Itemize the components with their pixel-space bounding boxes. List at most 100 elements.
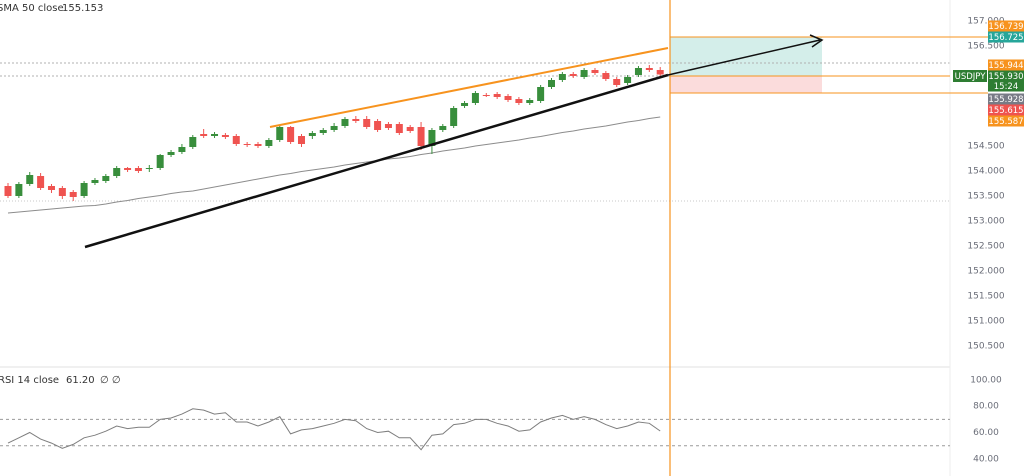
candle-body [37,176,45,188]
rsi-flags: ∅ ∅ [100,375,121,386]
price-tag-label: 155.944 [988,61,1023,71]
candle-body [211,134,219,136]
candle-body [569,74,577,76]
candle-body [91,180,99,183]
price-tag-label: 156.739 [988,22,1023,32]
y-tick-label: 40.00 [973,454,999,464]
candle-body [537,87,545,101]
price-tag [988,20,1024,32]
candle-body [482,95,490,96]
y-tick-label: 152.500 [967,242,1004,252]
candle-body [47,186,55,190]
rsi-name: RSI 14 close [0,375,59,386]
y-tick-label: 154.000 [967,167,1004,177]
candle-body [200,134,208,136]
symbol: USDJPY [955,72,987,82]
y-tick-label: 151.000 [967,317,1004,327]
y-tick-label: 157.000 [967,17,1004,27]
sma-line [7,116,661,214]
price-tag [988,93,1024,105]
y-tick-label: 154.500 [967,142,1004,152]
price-tag-label: 15:24 [994,82,1019,92]
candle-body [80,183,88,196]
candle-body [341,119,349,126]
candle-body [221,135,229,137]
candle-body [613,79,621,85]
resistance-line [269,47,669,128]
candle-body [58,188,66,196]
candle-body [461,103,469,106]
candle-body [471,93,479,103]
rsi-line [7,408,661,451]
price-tag [988,104,1024,116]
candle-body [4,186,12,196]
candle-body [308,133,316,136]
arrow-line [667,39,821,76]
candle-body [102,176,110,181]
candle-body [602,73,610,79]
candle-body [124,168,132,170]
candle-body [243,144,251,145]
y-tick-label: 153.500 [967,192,1004,202]
candle-body [363,119,371,127]
y-tick-label: 150.500 [967,342,1004,352]
candle-body [428,130,436,146]
candle-body [395,124,403,133]
trend-line [84,73,669,249]
candle-body [504,96,512,100]
y-tick-label: 60.00 [973,428,999,438]
candle-body [134,168,142,171]
candle-body [634,68,642,75]
y-tick-label: 152.000 [967,267,1004,277]
price-tag-label: 155.930 [988,72,1023,82]
candle-body [330,126,338,130]
candle-body [548,80,555,87]
arrow-head [809,34,824,48]
candle-body [624,77,632,83]
symbol-tag [953,70,987,82]
candle-body [276,127,284,140]
y-tick-label: 80.00 [973,402,999,412]
y-tick-label: 153.000 [967,217,1004,227]
candle-body [417,127,425,146]
y-tick-label: 156.500 [967,42,1004,52]
candle-body [319,130,327,133]
candle-body [558,74,566,80]
candle-body [189,137,197,147]
candle-body [656,70,664,75]
price-tag-label: 155.615 [988,106,1023,116]
candle-body [156,155,164,168]
stop-zone [670,76,822,93]
candle-body [515,99,523,103]
candle-body [374,121,382,130]
candle-body [645,68,653,70]
candle-body [406,127,414,131]
candle-body [15,184,23,196]
price-tag [988,59,1024,71]
candle-body [526,100,534,103]
candle-body [384,124,392,128]
candle-body [69,192,77,197]
candle-body [167,152,175,155]
candle-body [450,108,458,126]
candle-body [254,144,262,146]
price-tag-label: 155.587 [988,117,1023,127]
sma-readout: 155.153 [62,3,103,14]
plot [0,65,950,451]
candle-body [493,94,501,97]
candle-body [232,136,240,144]
candle-body [352,119,360,121]
candle-body [297,136,305,144]
candle-body [439,126,447,130]
candle-body [265,140,273,146]
candle-body [178,147,186,152]
y-tick-label: 151.500 [967,292,1004,302]
price-tag-label: 155.928 [988,95,1023,105]
candle-body [580,70,588,77]
price-tag [988,70,1024,82]
sma-name: SMA 50 close [0,3,64,14]
candle-body [287,127,295,142]
price-tag [988,31,1024,43]
candle-body [145,168,153,169]
y-tick-label: 100.00 [970,375,1002,385]
